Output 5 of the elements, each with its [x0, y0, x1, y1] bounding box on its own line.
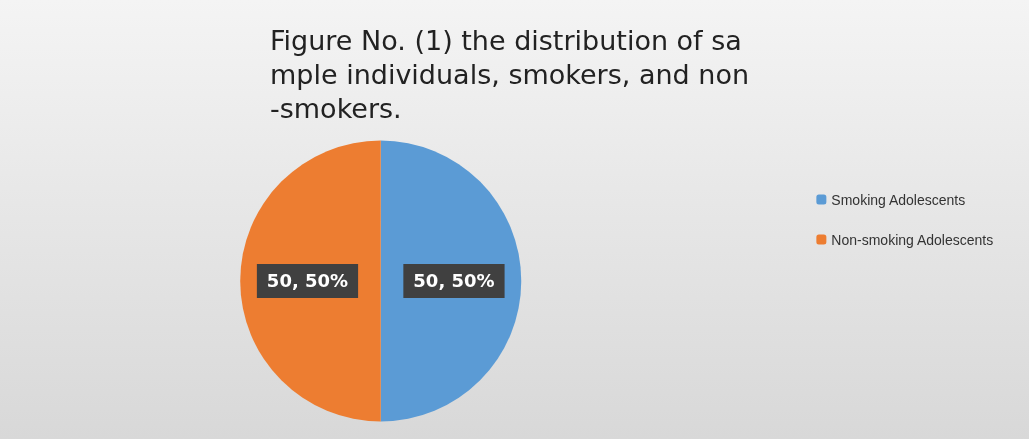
legend-label: Smoking Adolescents [831, 191, 966, 208]
legend-label: Non-smoking Adolescents [831, 231, 994, 248]
data-label: 50, 50% [266, 270, 349, 292]
data-label: 50, 50% [413, 270, 495, 292]
chart-title: Figure No. (1) the distribution of sa mple individuals, smokers, and non -smokers. [270, 24, 750, 124]
